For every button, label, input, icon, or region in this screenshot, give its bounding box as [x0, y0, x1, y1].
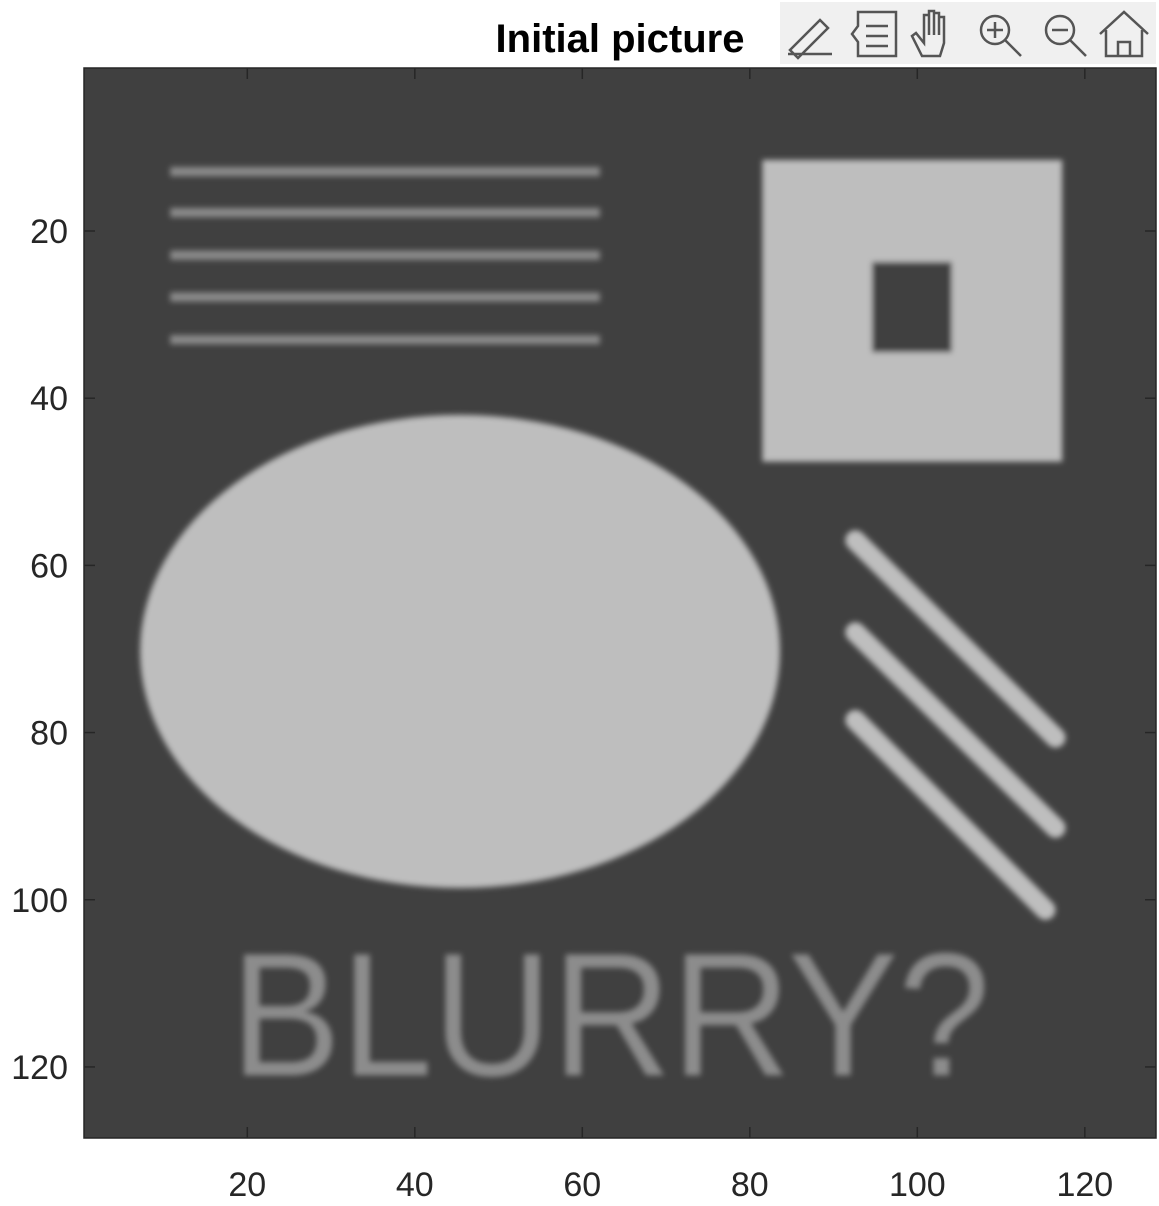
toolbar-bg [780, 2, 1156, 64]
x-tick-label: 40 [396, 1166, 434, 1201]
image: BLURRY? [84, 68, 1156, 1138]
ellipse [140, 414, 780, 889]
y-tick-label: 120 [11, 1049, 68, 1087]
title: Initial picture [496, 17, 745, 61]
image-text: BLURRY? [231, 917, 991, 1113]
x-tick-label: 80 [731, 1166, 769, 1201]
horizontal-stripes [170, 167, 600, 345]
x-tick-label: 120 [1056, 1166, 1113, 1201]
datatip-icon[interactable] [850, 10, 898, 58]
home-icon[interactable] [1099, 10, 1149, 58]
y-tick-label: 20 [30, 213, 68, 251]
y-tick-label: 100 [11, 882, 68, 920]
zoom-in-icon[interactable] [979, 14, 1022, 57]
axes-box [83, 67, 1157, 1139]
inner-square [872, 261, 952, 353]
toolbar [780, 2, 1156, 64]
brush-icon[interactable] [788, 18, 832, 60]
zoom-out-icon[interactable] [1044, 14, 1087, 57]
x-tick-label: 60 [563, 1166, 601, 1201]
pan-icon[interactable] [910, 9, 946, 58]
y-tick-label: 40 [30, 380, 68, 418]
y-tick-label: 80 [30, 715, 68, 753]
x-tick-label: 100 [889, 1166, 946, 1201]
y-tick-label: 60 [30, 547, 68, 585]
x-tick-label: 20 [228, 1166, 266, 1201]
diagonal-stripes [845, 530, 1066, 920]
